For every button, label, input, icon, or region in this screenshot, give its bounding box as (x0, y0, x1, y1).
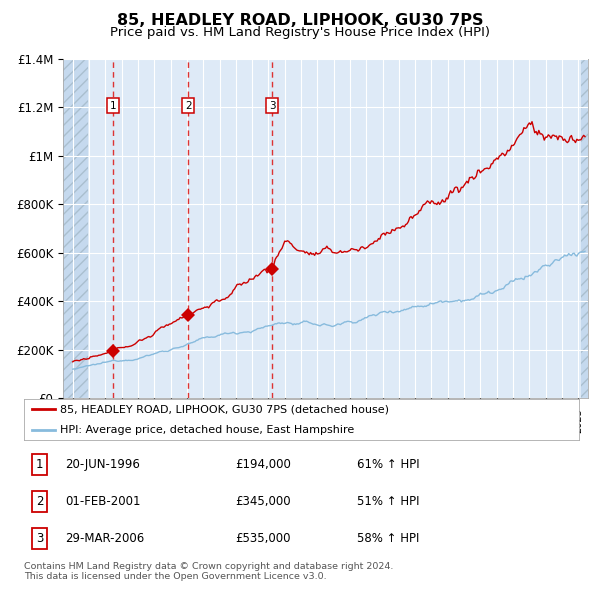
Text: 85, HEADLEY ROAD, LIPHOOK, GU30 7PS: 85, HEADLEY ROAD, LIPHOOK, GU30 7PS (117, 13, 483, 28)
Bar (63, 59, 88, 398)
Text: HPI: Average price, detached house, East Hampshire: HPI: Average price, detached house, East… (60, 425, 355, 434)
Text: 2: 2 (185, 101, 191, 111)
Text: £535,000: £535,000 (235, 532, 290, 545)
Text: 20-JUN-1996: 20-JUN-1996 (65, 458, 140, 471)
Text: 3: 3 (269, 101, 275, 111)
Bar (581, 59, 588, 398)
Text: 51% ↑ HPI: 51% ↑ HPI (357, 495, 419, 508)
Text: 2: 2 (36, 495, 43, 508)
Text: Price paid vs. HM Land Registry's House Price Index (HPI): Price paid vs. HM Land Registry's House … (110, 26, 490, 39)
Text: Contains HM Land Registry data © Crown copyright and database right 2024.
This d: Contains HM Land Registry data © Crown c… (24, 562, 394, 581)
Text: £194,000: £194,000 (235, 458, 291, 471)
Bar (63, 59, 88, 398)
Bar (581, 59, 588, 398)
Text: £345,000: £345,000 (235, 495, 290, 508)
Text: 61% ↑ HPI: 61% ↑ HPI (357, 458, 419, 471)
Text: 58% ↑ HPI: 58% ↑ HPI (357, 532, 419, 545)
Text: 85, HEADLEY ROAD, LIPHOOK, GU30 7PS (detached house): 85, HEADLEY ROAD, LIPHOOK, GU30 7PS (det… (60, 405, 389, 414)
Text: 1: 1 (110, 101, 116, 111)
Text: 1: 1 (36, 458, 43, 471)
Text: 29-MAR-2006: 29-MAR-2006 (65, 532, 145, 545)
Text: 3: 3 (36, 532, 43, 545)
Text: 01-FEB-2001: 01-FEB-2001 (65, 495, 141, 508)
